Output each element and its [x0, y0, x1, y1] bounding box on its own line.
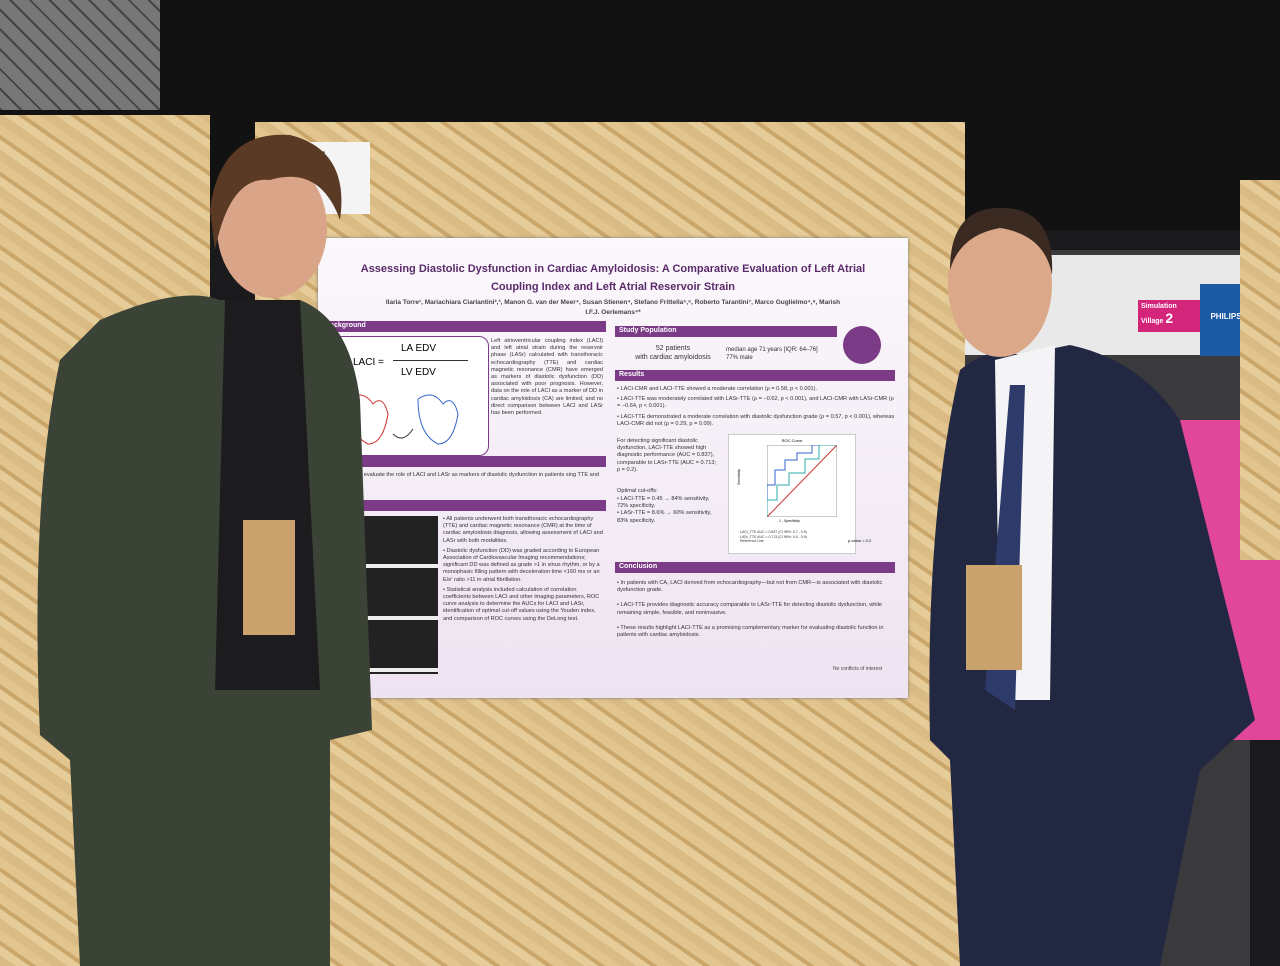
- cutoff-item: • LASr-TTE = 8.6% → 60% sensitivity, 83%…: [617, 510, 712, 524]
- demographics: median age 71 years [IQR: 64–76] 77% male: [726, 346, 818, 362]
- fraction-bar: [393, 360, 468, 361]
- authors: Ilaria Torre¹, Mariachiara Ciarlantini²,…: [385, 299, 841, 316]
- poster-title: Assessing Diastolic Dysfunction in Cardi…: [360, 263, 866, 293]
- badge: [243, 520, 295, 635]
- results-item: • LACI-CMR and LACI-TTE showed a moderat…: [617, 386, 818, 392]
- arrow: [392, 428, 414, 439]
- person-left-head: [217, 158, 327, 298]
- methods-item: • Statistical analysis included calculat…: [443, 586, 600, 622]
- section-heading: Results: [615, 370, 895, 381]
- person-left-hair: [210, 134, 342, 250]
- roc-plot: [767, 445, 837, 517]
- results-item: • LACI-TTE demonstrated a moderate corre…: [617, 413, 895, 427]
- sign-label: Simulation Village: [1141, 303, 1177, 325]
- legend-item: LACI_TTE AUC = 0.837 (CI 95%: 0.7 - 0.9): [740, 530, 807, 534]
- results-item: • LACI-TTE was moderately correlated wit…: [617, 396, 894, 410]
- methods-item: • All patients underwent both transthora…: [443, 516, 603, 544]
- cutoffs: • LACI-TTE = 0.45 → 84% sensitivity, 72%…: [617, 496, 717, 525]
- section-heading: Study Population: [615, 326, 837, 337]
- population-desc: with cardiac amyloidosis: [635, 354, 711, 361]
- roc-curve: [767, 445, 837, 517]
- hall-sign: Simulation Village 2: [1138, 300, 1204, 332]
- formula-num: LA EDV: [401, 343, 437, 354]
- section-heading: Conclusion: [615, 562, 895, 573]
- population-count: 52 patients: [655, 345, 691, 352]
- legend-item: Reference Line: [740, 539, 764, 543]
- results-list: • LACI-CMR and LACI-TTE showed a moderat…: [617, 386, 895, 431]
- heart: [417, 394, 459, 445]
- sign-number: 2: [1165, 310, 1174, 326]
- methods-item: • Diastolic dysfunction (DD) was graded …: [443, 547, 600, 583]
- side-board: [1240, 180, 1280, 560]
- cutoff-heading: Optimal cut-offs:: [617, 488, 658, 494]
- person-right-head: [948, 213, 1052, 357]
- footer: No conflicts of interest: [833, 666, 883, 672]
- person-right-hair: [950, 207, 1053, 275]
- methods-list: • All patients underwent both transthora…: [443, 516, 605, 626]
- conclusion-item: • LACI-TTE provides diagnostic accuracy …: [617, 602, 882, 616]
- ceiling: [0, 0, 160, 110]
- conclusion-list: • In patients with CA, LACI derived from…: [617, 580, 895, 647]
- poster: Assessing Diastolic Dysfunction in Cardi…: [318, 238, 908, 698]
- cutoff-item: • LACI-TTE = 0.45 → 84% sensitivity, 72%…: [617, 496, 710, 510]
- conclusion-item: • These results highlight LACI-TTE as a …: [617, 624, 884, 639]
- formula-den: LV EDV: [401, 367, 436, 378]
- roc-curve: [767, 445, 837, 517]
- person-left-jacket: [37, 295, 372, 966]
- legend-item: LASr_TTE AUC = 0.713 (CI 95%: 0.5 - 0.9): [740, 534, 807, 539]
- roc-title: ROC Curve: [781, 438, 803, 443]
- population-age: median age 71 years [IQR: 64–76]: [726, 347, 818, 353]
- section-heading: Background: [321, 321, 606, 332]
- population-icon: [843, 326, 881, 364]
- background-text: Left atrioventricular coupling index (LA…: [491, 338, 603, 417]
- detect-text: For detecting significant diastolic dysf…: [617, 438, 717, 473]
- roc-xlabel: 1 - Specificity: [779, 519, 800, 523]
- formula-lhs: LACI =: [353, 357, 384, 368]
- roc-legend: LACI_TTE AUC = 0.837 (CI 95%: 0.7 - 0.9)…: [740, 530, 850, 544]
- p-value: p-value = 0.2: [848, 538, 872, 543]
- population: 52 patients with cardiac amyloidosis: [618, 344, 728, 362]
- roc-chart: ROC Curve Sensitivity 1 - Specificity: [728, 434, 856, 554]
- population-sex: 77% male: [726, 355, 753, 361]
- reference-line: [767, 445, 837, 517]
- conclusion-item: • In patients with CA, LACI derived from…: [617, 580, 883, 594]
- badge: [966, 565, 1022, 670]
